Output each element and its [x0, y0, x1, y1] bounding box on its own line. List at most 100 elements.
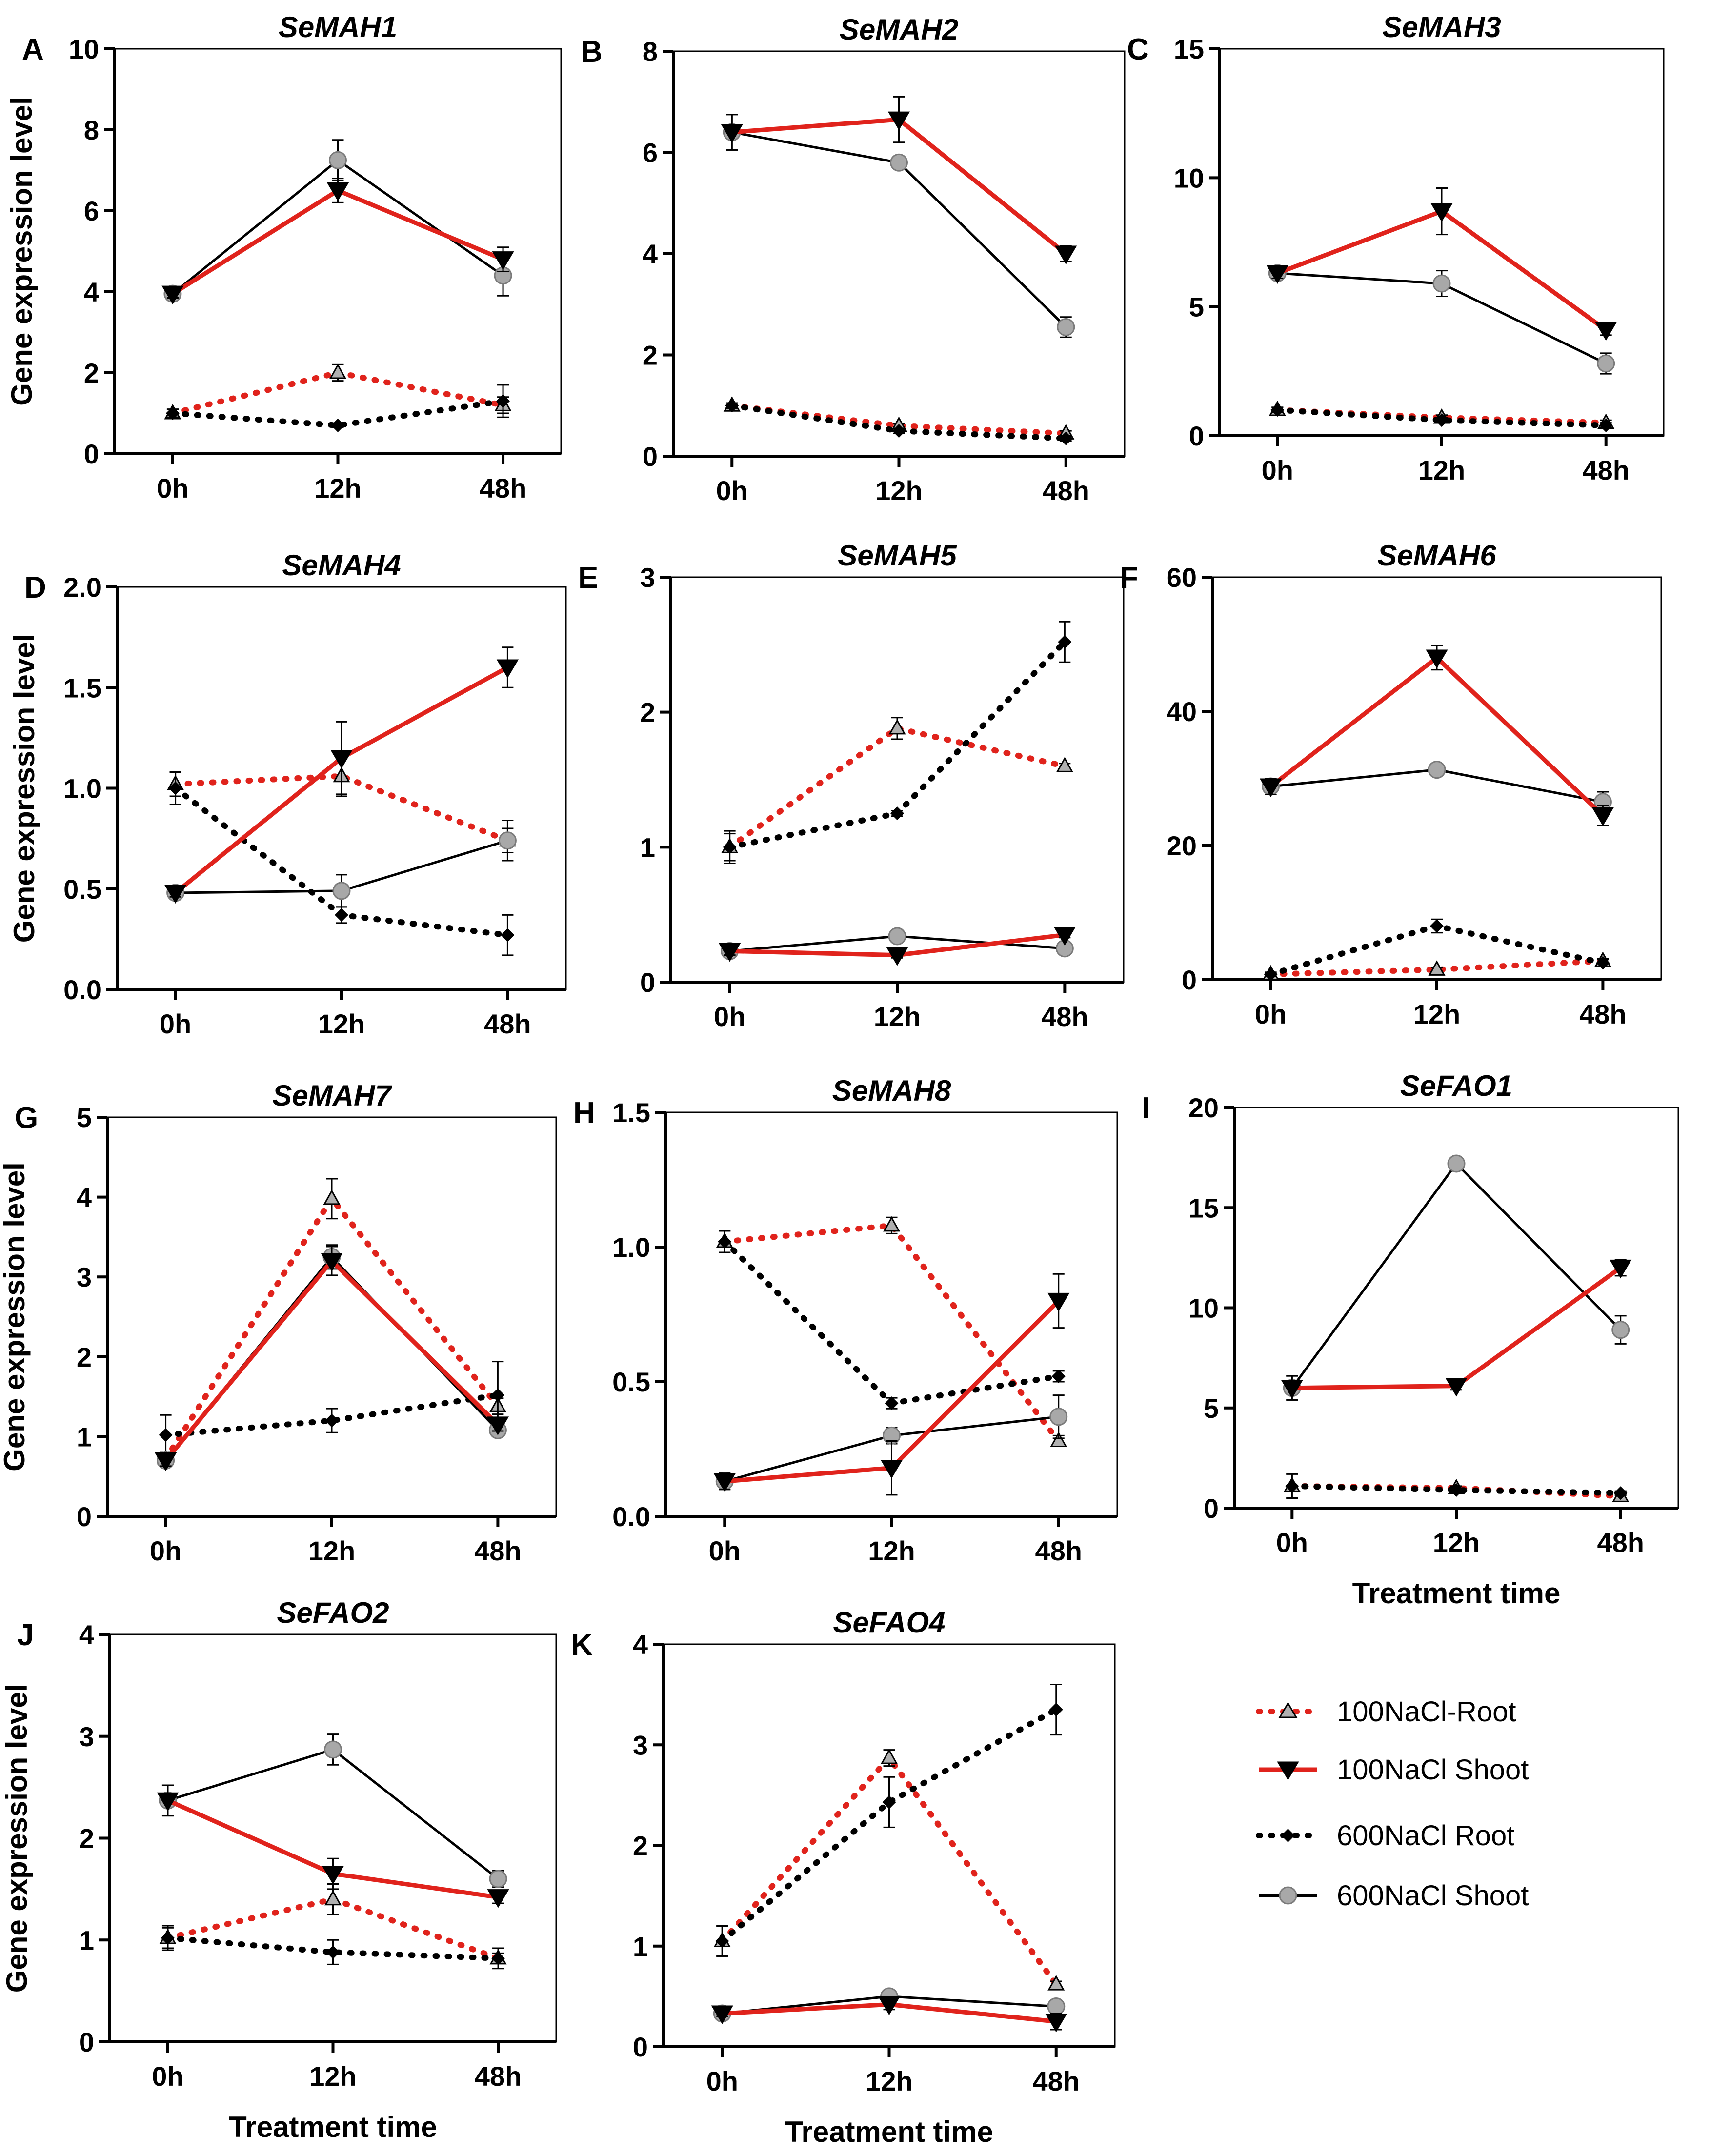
series-s600	[721, 927, 1074, 960]
y-tick-label: 0	[643, 441, 658, 472]
data-point-s100	[719, 943, 741, 962]
data-point-r600	[725, 399, 739, 413]
y-tick-label: 5	[1189, 292, 1204, 322]
series-r100	[721, 717, 1073, 862]
legend-label-r100: 100NaCl-Root	[1337, 1696, 1516, 1728]
x-tick-label: 12h	[866, 2066, 913, 2096]
panel-title: SeMAH7	[272, 1079, 392, 1112]
data-point-r100	[329, 363, 347, 379]
legend-marker-r600	[1281, 1829, 1295, 1842]
series-s100	[157, 1784, 509, 1908]
panel-letter: B	[581, 35, 603, 69]
data-point-s100	[322, 1866, 344, 1885]
data-point-r600	[159, 1428, 173, 1442]
x-tick-label: 12h	[868, 1535, 915, 1566]
data-point-s100	[1045, 2013, 1067, 2033]
x-tick-label: 12h	[318, 1008, 365, 1039]
data-point-s600	[498, 831, 517, 850]
series-r600	[725, 399, 1073, 445]
x-tick-label: 0h	[150, 1535, 181, 1566]
series-s100	[161, 178, 514, 305]
y-tick-label: 3	[640, 562, 655, 593]
data-point-s600	[489, 1870, 507, 1888]
x-tick-label: 48h	[1035, 1535, 1083, 1566]
x-tick-label: 0h	[706, 2066, 738, 2096]
x-tick-label: 12h	[314, 473, 362, 504]
y-tick-label: 4	[79, 1619, 94, 1650]
y-tick-label: 3	[633, 1730, 648, 1760]
y-tick-label: 5	[77, 1102, 92, 1133]
panel-title: SeMAH4	[282, 549, 401, 582]
data-point-r600	[1596, 956, 1610, 970]
data-point-s600	[890, 153, 908, 172]
series-r600	[1270, 403, 1613, 432]
y-tick-label: 10	[1174, 162, 1204, 193]
series-r100	[1262, 951, 1611, 981]
y-tick-label: 1	[77, 1421, 92, 1452]
data-point-s100	[326, 182, 349, 201]
y-tick-label: 0.5	[612, 1367, 650, 1397]
data-point-r600	[1058, 635, 1072, 649]
y-tick-label: 1.5	[63, 672, 101, 703]
series-s100	[719, 927, 1076, 966]
x-tick-label: 0h	[716, 475, 748, 506]
data-point-s100	[887, 111, 910, 131]
x-axis-title: Treatment time	[1352, 1577, 1561, 1610]
data-point-r100	[1050, 1431, 1067, 1447]
x-tick-label: 48h	[480, 473, 527, 504]
data-point-s600	[888, 927, 906, 946]
data-point-s100	[1591, 807, 1614, 826]
y-tick-label: 4	[77, 1182, 92, 1213]
data-point-s100	[1595, 322, 1617, 341]
legend-label-s100: 100NaCl Shoot	[1337, 1754, 1529, 1786]
data-point-s100	[1053, 927, 1076, 946]
data-point-r600	[892, 424, 906, 438]
data-point-r600	[1264, 967, 1278, 981]
data-point-r100	[1428, 960, 1446, 976]
series-r100	[164, 363, 512, 420]
data-point-r600	[1049, 1703, 1063, 1717]
y-tick-label: 2	[633, 1831, 648, 1861]
data-point-s100	[496, 659, 519, 678]
x-tick-label: 12h	[875, 475, 923, 506]
series-s100	[154, 1246, 509, 1471]
y-tick-label: 0	[79, 2027, 94, 2057]
data-point-r600	[325, 1413, 339, 1428]
x-tick-label: 48h	[1043, 475, 1090, 506]
x-tick-label: 48h	[1579, 999, 1627, 1029]
y-tick-label: 1.5	[612, 1097, 650, 1128]
data-point-s100	[721, 124, 743, 143]
data-point-r100	[888, 719, 906, 735]
x-tick-label: 0h	[1255, 999, 1287, 1029]
panel-title: SeFAO2	[277, 1596, 389, 1629]
y-tick-label: 20	[1188, 1092, 1219, 1123]
data-point-s100	[1610, 1259, 1632, 1279]
panel-title: SeMAH8	[832, 1074, 951, 1107]
data-point-r600	[326, 1945, 340, 1959]
y-tick-label: 2.0	[63, 572, 101, 603]
x-tick-label: 0h	[1276, 1527, 1308, 1558]
series-r600	[723, 621, 1072, 865]
data-point-r600	[161, 1931, 175, 1945]
data-point-r100	[883, 1216, 901, 1232]
legend-item-s600: 600NaCl Shoot	[1259, 1880, 1529, 1912]
data-point-s600	[1428, 761, 1446, 779]
y-tick-label: 2	[640, 697, 655, 728]
data-point-s100	[157, 1792, 179, 1812]
y-tick-label: 2	[84, 358, 99, 388]
y-tick-label: 0	[1189, 421, 1204, 451]
series-line-s600	[1291, 1162, 1622, 1389]
data-point-r100	[1047, 1975, 1065, 1991]
y-tick-label: 10	[69, 34, 99, 64]
data-point-r600	[715, 1934, 729, 1948]
x-tick-label: 48h	[484, 1008, 531, 1039]
y-tick-label: 4	[633, 1629, 648, 1660]
panel-h: 0.0 0.5 1.0 1.5 0h 12h 48h SeMAH8 H	[573, 1074, 1118, 1566]
panel-title: SeMAH3	[1382, 11, 1501, 43]
data-point-s600	[1049, 1408, 1068, 1426]
series-r600	[165, 384, 510, 432]
panel-letter: H	[573, 1096, 595, 1130]
panel-letter: G	[15, 1101, 38, 1135]
data-point-r600	[1285, 1479, 1299, 1493]
y-tick-label: 5	[1204, 1393, 1219, 1424]
